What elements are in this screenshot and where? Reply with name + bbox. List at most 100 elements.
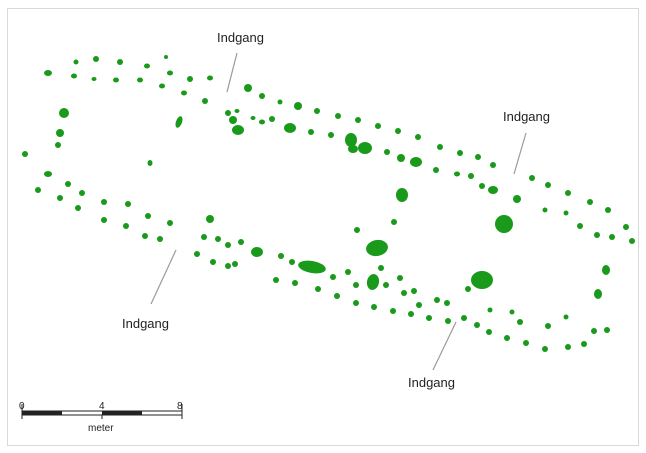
posthole-16	[244, 84, 252, 92]
posthole-45	[345, 133, 357, 147]
posthole-113	[371, 304, 377, 310]
posthole-31	[415, 134, 421, 140]
posthole-37	[56, 129, 64, 137]
posthole-111	[334, 293, 340, 299]
posthole-109	[292, 280, 298, 286]
posthole-75	[123, 223, 129, 229]
posthole-19	[202, 98, 208, 104]
posthole-10	[73, 59, 79, 65]
posthole-61	[605, 207, 611, 213]
posthole-89	[289, 259, 295, 265]
posthole-22	[250, 116, 256, 120]
posthole-78	[147, 160, 153, 166]
posthole-32	[437, 144, 443, 150]
posthole-49	[397, 154, 405, 162]
posthole-139	[563, 210, 569, 216]
posthole-63	[22, 151, 28, 157]
posthole-20	[225, 110, 231, 116]
posthole-43	[308, 129, 314, 135]
posthole-121	[504, 335, 510, 341]
posthole-87	[251, 247, 263, 257]
posthole-15	[181, 90, 187, 96]
posthole-42	[284, 123, 296, 133]
posthole-51	[433, 167, 439, 173]
posthole-23	[259, 119, 265, 125]
leader-line-south	[432, 321, 457, 371]
posthole-29	[375, 123, 381, 129]
posthole-137	[487, 307, 493, 313]
posthole-66	[35, 187, 41, 193]
posthole-96	[401, 290, 407, 296]
posthole-56	[513, 195, 521, 203]
posthole-77	[157, 236, 163, 242]
posthole-119	[474, 322, 480, 328]
posthole-2	[71, 73, 77, 79]
posthole-41	[232, 125, 244, 135]
posthole-118	[461, 315, 467, 321]
posthole-88	[278, 253, 284, 259]
posthole-39	[175, 116, 183, 128]
posthole-3	[93, 56, 99, 62]
posthole-74	[101, 217, 107, 223]
posthole-133	[509, 309, 515, 315]
posthole-55	[488, 186, 498, 194]
posthole-33	[457, 150, 463, 156]
entrance-label-south: Indgang	[408, 375, 455, 390]
posthole-38	[55, 142, 61, 148]
posthole-100	[444, 300, 450, 306]
posthole-28	[355, 117, 361, 123]
posthole-69	[101, 199, 107, 205]
posthole-99	[434, 297, 440, 303]
posthole-104	[354, 227, 360, 233]
posthole-132	[495, 215, 513, 233]
posthole-93	[353, 282, 359, 288]
posthole-82	[225, 242, 231, 248]
posthole-112	[353, 300, 359, 306]
posthole-44	[328, 132, 334, 138]
scale-bar: 0 4 8 meter	[19, 401, 183, 434]
posthole-117	[445, 318, 451, 324]
posthole-35	[490, 162, 496, 168]
posthole-65	[65, 181, 71, 187]
posthole-124	[565, 344, 571, 350]
scale-unit-label: meter	[88, 423, 114, 434]
posthole-110	[315, 286, 321, 292]
entrance-label-west: Indgang	[122, 316, 169, 331]
posthole-62	[623, 224, 629, 230]
posthole-101	[366, 239, 388, 257]
posthole-13	[137, 77, 143, 83]
posthole-116	[426, 315, 432, 321]
posthole-7	[167, 70, 173, 76]
scale-tick-0: 0	[19, 401, 25, 412]
posthole-143	[629, 238, 635, 244]
posthole-30	[395, 128, 401, 134]
posthole-92	[345, 269, 351, 275]
posthole-67	[57, 195, 63, 201]
posthole-9	[207, 75, 213, 81]
posthole-130	[465, 286, 471, 292]
posthole-138	[542, 207, 548, 213]
leader-line-north	[226, 52, 238, 93]
posthole-76	[142, 233, 148, 239]
posthole-115	[408, 311, 414, 317]
posthole-94	[366, 274, 380, 290]
posthole-50	[410, 157, 422, 167]
posthole-8	[187, 76, 193, 82]
posthole-102	[391, 219, 397, 225]
posthole-5	[144, 63, 150, 69]
scale-tick-4: 4	[99, 401, 105, 412]
posthole-135	[545, 323, 551, 329]
posthole-11	[91, 77, 97, 81]
posthole-53	[468, 173, 474, 179]
posthole-106	[397, 275, 403, 281]
posthole-105	[378, 265, 384, 271]
posthole-128	[594, 289, 602, 299]
posthole-127	[604, 327, 610, 333]
posthole-47	[348, 145, 358, 153]
entrance-label-east: Indgang	[503, 109, 550, 124]
posthole-6	[164, 55, 168, 59]
posthole-70	[125, 201, 131, 207]
posthole-83	[238, 239, 244, 245]
posthole-71	[145, 213, 151, 219]
posthole-34	[475, 154, 481, 160]
